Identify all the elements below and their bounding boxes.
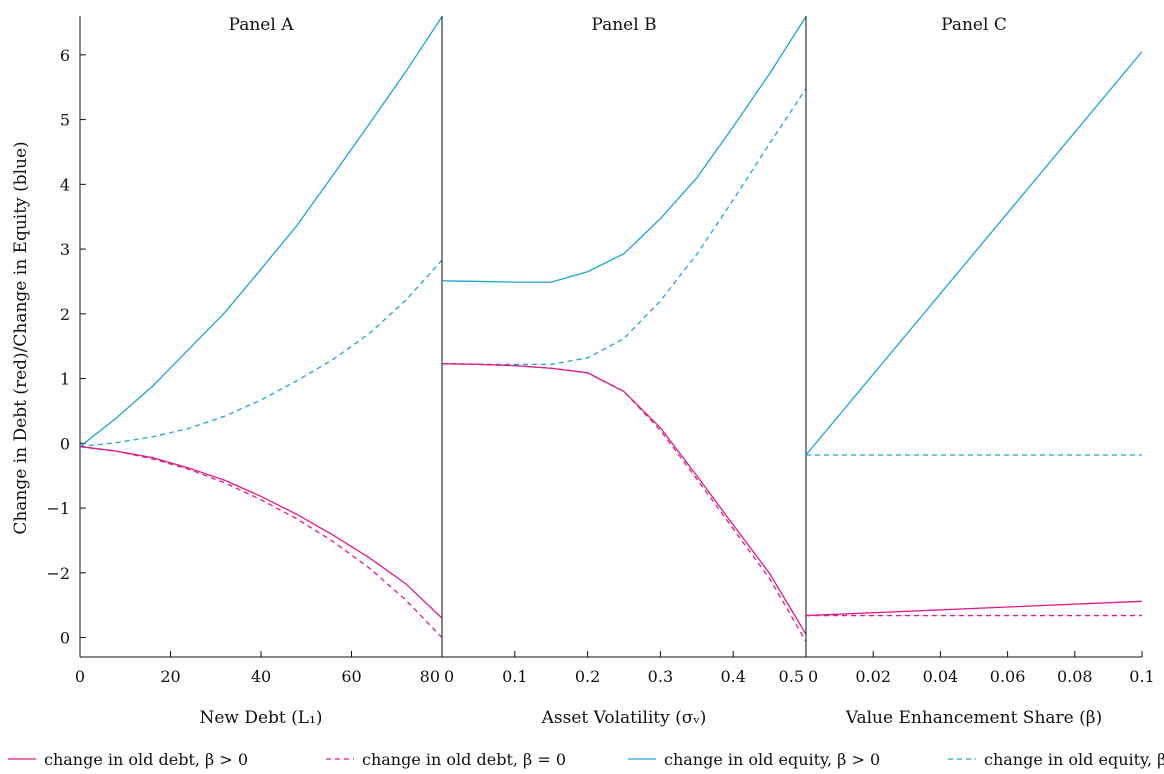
legend-label: change in old equity, β > 0 bbox=[664, 750, 880, 769]
legend-item: change in old equity, β = 0 bbox=[948, 750, 1164, 769]
y-tick-label: 4 bbox=[60, 175, 70, 194]
series-line bbox=[805, 51, 1143, 456]
legend-item: change in old debt, β = 0 bbox=[326, 750, 566, 769]
panel-3: Panel C 0 0.02 0.04 0.06 0.08 0.1 Value Enhance… bbox=[805, 15, 1155, 728]
panel-title: Panel C bbox=[941, 15, 1007, 35]
y-axis-label: Change in Debt (red)/Change in Equity (b… bbox=[11, 141, 31, 534]
y-tick-label: 5 bbox=[60, 111, 70, 130]
series-line bbox=[441, 363, 807, 635]
series-line bbox=[441, 16, 807, 283]
x-axis-label: Value Enhancement Share (β) bbox=[845, 708, 1102, 728]
x-tick-label: 0.2 bbox=[575, 667, 600, 686]
y-tick-label: 6 bbox=[60, 46, 70, 65]
y-tick-label: 2 bbox=[60, 305, 70, 324]
x-tick-label: 0.1 bbox=[502, 667, 527, 686]
panel-title: Panel B bbox=[591, 15, 656, 35]
x-tick-label: 0 bbox=[808, 667, 818, 686]
series-line bbox=[441, 88, 807, 365]
x-tick-label: 0.1 bbox=[1129, 667, 1154, 686]
x-tick-label: 0.5 bbox=[779, 667, 804, 686]
legend-item: change in old equity, β > 0 bbox=[628, 750, 880, 769]
x-tick-label: 0.4 bbox=[720, 667, 745, 686]
panel-2: Panel B 0 0.1 0.2 0.3 0.4 0.5 Asset Volatility … bbox=[441, 15, 807, 728]
legend-label: change in old debt, β > 0 bbox=[44, 750, 248, 769]
y-tick-label: 0 bbox=[60, 629, 70, 648]
legend-label: change in old equity, β = 0 bbox=[984, 750, 1164, 769]
x-tick-label: 0 bbox=[444, 667, 454, 686]
y-tick-label: −1 bbox=[46, 499, 70, 518]
x-tick-label: 0.04 bbox=[923, 667, 959, 686]
legend-label: change in old debt, β = 0 bbox=[362, 750, 566, 769]
x-tick-label: 0.3 bbox=[648, 667, 673, 686]
x-tick-label: 0 bbox=[75, 667, 85, 686]
x-tick-label: 60 bbox=[341, 667, 361, 686]
series-line bbox=[441, 363, 807, 642]
panel-1: Panel A 0 20 40 60 80 0 −2 −1 0 1 2 3 4 5 6 New Debt (L₁… bbox=[46, 15, 443, 728]
x-tick-label: 80 bbox=[420, 667, 440, 686]
series-line bbox=[79, 445, 443, 639]
y-tick-label: 1 bbox=[60, 370, 70, 389]
x-tick-label: 0.08 bbox=[1057, 667, 1093, 686]
x-axis-label: New Debt (L₁) bbox=[199, 708, 322, 728]
x-tick-label: 20 bbox=[160, 667, 180, 686]
x-axis-label: Asset Volatility (σᵥ) bbox=[541, 708, 707, 728]
series-line bbox=[79, 445, 443, 619]
y-tick-label: 3 bbox=[60, 240, 70, 259]
y-tick-label: 0 bbox=[60, 434, 70, 453]
legend: change in old debt, β > 0 change in old d… bbox=[8, 750, 1164, 769]
series-line bbox=[79, 259, 443, 448]
y-tick-label: −2 bbox=[46, 564, 70, 583]
series-line bbox=[805, 600, 1143, 617]
legend-item: change in old debt, β > 0 bbox=[8, 750, 248, 769]
x-tick-label: 40 bbox=[251, 667, 271, 686]
x-tick-label: 0.02 bbox=[855, 667, 891, 686]
series-line bbox=[79, 16, 443, 448]
x-tick-label: 0.06 bbox=[990, 667, 1026, 686]
panel-title: Panel A bbox=[229, 15, 295, 35]
